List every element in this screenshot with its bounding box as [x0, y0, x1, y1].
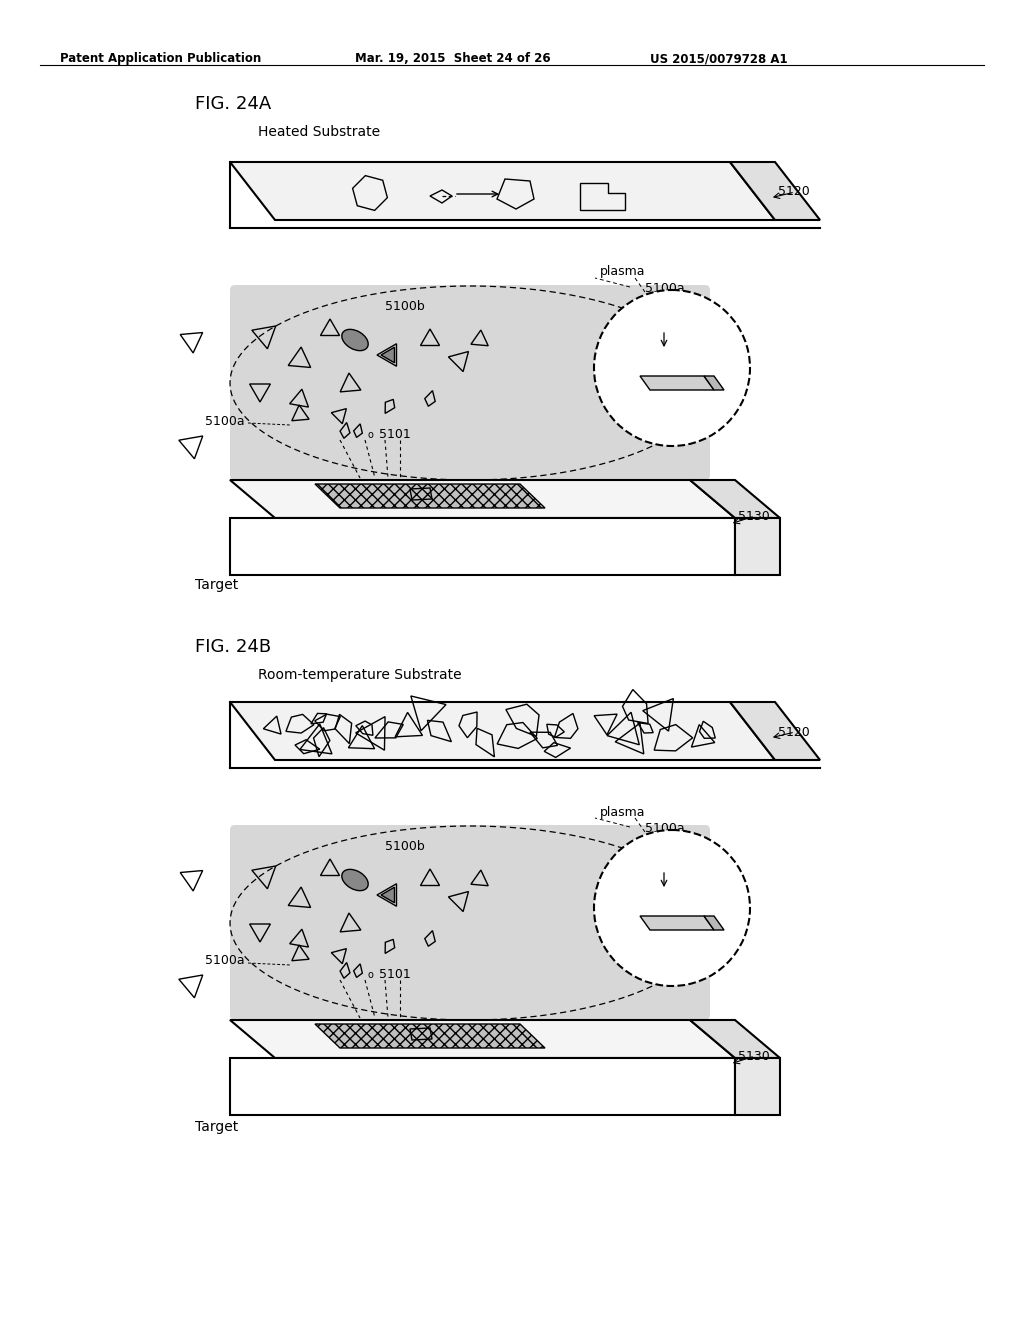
Ellipse shape — [342, 870, 369, 891]
Text: Heated Substrate: Heated Substrate — [258, 125, 380, 139]
Ellipse shape — [342, 330, 369, 351]
Text: 5100a: 5100a — [645, 282, 685, 294]
Polygon shape — [735, 517, 780, 576]
Text: US 2015/0079728 A1: US 2015/0079728 A1 — [650, 51, 787, 65]
Polygon shape — [690, 1020, 780, 1059]
Text: 5130: 5130 — [738, 510, 770, 523]
Text: 5130: 5130 — [738, 1049, 770, 1063]
Polygon shape — [640, 376, 714, 389]
Text: o: o — [367, 430, 373, 440]
Text: Target: Target — [195, 578, 239, 591]
Text: FIG. 24A: FIG. 24A — [195, 95, 271, 114]
Text: 5100a: 5100a — [205, 414, 245, 428]
Text: 5101: 5101 — [375, 968, 411, 981]
Text: plasma: plasma — [600, 807, 645, 818]
Text: Room-temperature Substrate: Room-temperature Substrate — [258, 668, 462, 682]
Polygon shape — [230, 517, 735, 576]
Text: 5100a: 5100a — [205, 954, 245, 968]
Text: plasma: plasma — [600, 265, 645, 279]
Polygon shape — [705, 916, 724, 931]
Text: c-axis: c-axis — [650, 863, 683, 873]
Polygon shape — [735, 1059, 780, 1115]
Polygon shape — [230, 702, 775, 760]
Text: Patent Application Publication: Patent Application Publication — [60, 51, 261, 65]
Circle shape — [594, 290, 750, 446]
Text: 5100b: 5100b — [385, 300, 425, 313]
Text: Mar. 19, 2015  Sheet 24 of 26: Mar. 19, 2015 Sheet 24 of 26 — [355, 51, 551, 65]
Text: FIG. 24B: FIG. 24B — [195, 638, 271, 656]
Text: 5100b: 5100b — [385, 840, 425, 853]
Text: 5120: 5120 — [778, 726, 810, 739]
Text: Target: Target — [195, 1119, 239, 1134]
Polygon shape — [315, 484, 545, 508]
Polygon shape — [230, 162, 775, 220]
Polygon shape — [730, 162, 820, 220]
Text: 5100a: 5100a — [645, 822, 685, 836]
Text: 5101: 5101 — [375, 428, 411, 441]
FancyBboxPatch shape — [230, 285, 710, 480]
Polygon shape — [230, 480, 735, 517]
Polygon shape — [230, 1059, 735, 1115]
Text: 5120: 5120 — [778, 185, 810, 198]
Text: o: o — [367, 970, 373, 979]
Polygon shape — [381, 887, 394, 903]
Polygon shape — [315, 1024, 545, 1048]
Polygon shape — [381, 347, 394, 363]
Polygon shape — [690, 480, 780, 517]
Circle shape — [594, 830, 750, 986]
Text: c-axis: c-axis — [650, 323, 683, 333]
Polygon shape — [730, 702, 820, 760]
FancyBboxPatch shape — [230, 825, 710, 1020]
Polygon shape — [705, 376, 724, 389]
Polygon shape — [230, 1020, 735, 1059]
Polygon shape — [640, 916, 714, 931]
